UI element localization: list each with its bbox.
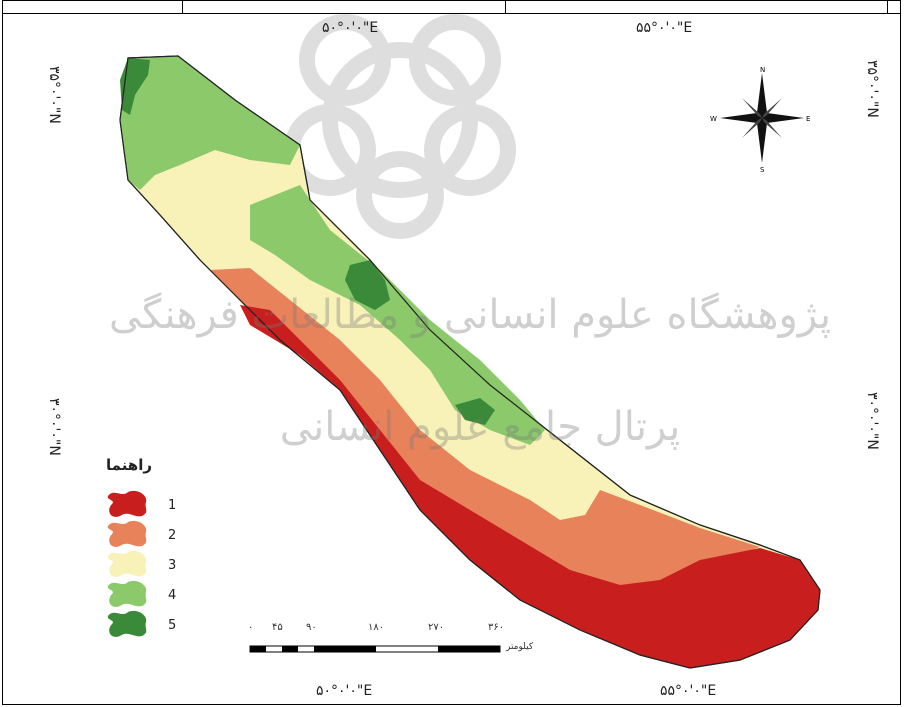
watermark-line1: پژوهشگاه علوم انسانی و مطالعات فرهنگی — [109, 292, 831, 338]
coord-bottom-left: ۵۰°۰'۰"E — [316, 683, 372, 699]
watermark-line2: پرتال جامع علوم انسانی — [280, 404, 681, 450]
legend-label: 3 — [168, 558, 176, 573]
compass-s: S — [760, 166, 765, 174]
watermark-emblem — [292, 22, 508, 231]
scale-tick: ۴۵ — [272, 622, 283, 633]
legend-swatch — [108, 551, 147, 577]
coord-top-left: ۵۰°۰'۰"E — [322, 20, 378, 36]
coord-top-right: ۵۵°۰'۰"E — [636, 20, 692, 36]
scale-tick: ۰ — [248, 622, 253, 633]
legend-label: 5 — [168, 618, 176, 633]
coord-right-bottom: ۳۰°۰'۰"N — [864, 392, 880, 450]
scale-tick: ۹۰ — [306, 622, 317, 633]
legend-swatch — [108, 611, 147, 637]
legend-swatch — [108, 581, 147, 607]
coord-bottom-right: ۵۵°۰'۰"E — [660, 683, 716, 699]
legend-label: 1 — [168, 498, 176, 513]
legend-title: راهنما — [106, 456, 152, 474]
coord-left-bottom: ۳۰°۰'۰"N — [46, 398, 62, 456]
legend-label: 2 — [168, 528, 176, 543]
coord-left-top: ۳۵°۰'۰"N — [46, 66, 62, 124]
coord-right-top: ۳۵°۰'۰"N — [864, 60, 880, 118]
legend-swatches — [108, 491, 147, 637]
scale-tick: ۲۷۰ — [428, 622, 444, 633]
legend-swatch — [108, 491, 147, 517]
compass-n: N — [760, 66, 765, 74]
scale-unit: کیلومتر — [506, 642, 533, 652]
scale-bar — [250, 646, 500, 652]
scale-tick: ۱۸۰ — [368, 622, 384, 633]
scale-tick: ۳۶۰ — [488, 622, 504, 633]
legend-swatch — [108, 521, 147, 547]
compass-e: E — [806, 115, 810, 123]
compass-rose-icon: N S E W — [710, 66, 810, 174]
legend-label: 4 — [168, 588, 176, 603]
compass-w: W — [710, 115, 717, 123]
